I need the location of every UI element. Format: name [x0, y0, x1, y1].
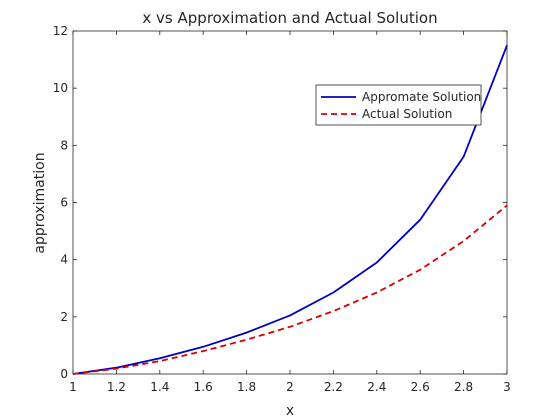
x-axis-label: x	[286, 403, 294, 419]
x-tick-label: 1.2	[107, 380, 126, 394]
legend: Appromate Solution Actual Solution	[315, 84, 482, 126]
plot-frame	[72, 30, 508, 375]
x-tick-label: 2.4	[367, 380, 386, 394]
y-tick-label: 10	[53, 81, 68, 95]
x-tick-label: 2.8	[454, 380, 473, 394]
chart-title: x vs Approximation and Actual Solution	[142, 9, 437, 27]
x-tick-label: 2.6	[411, 380, 430, 394]
y-tick-label: 6	[60, 196, 68, 210]
y-tick-label: 4	[60, 253, 68, 267]
legend-box	[315, 84, 482, 126]
x-tick-label: 1.8	[237, 380, 256, 394]
plot-area	[72, 30, 508, 375]
x-tick-label: 3	[503, 380, 511, 394]
y-tick-label: 8	[60, 138, 68, 152]
y-tick-label: 0	[60, 367, 68, 381]
x-tick-label: 1.4	[150, 380, 169, 394]
legend-label: Actual Solution	[362, 107, 452, 121]
x-tick-label: 1	[69, 380, 77, 394]
y-tick-label: 12	[53, 24, 68, 38]
series-line-actual-solution	[72, 204, 508, 375]
x-tick-label: 2.2	[324, 380, 343, 394]
series-layer	[72, 44, 508, 375]
y-axis-label: approximation	[32, 152, 48, 253]
legend-label: Appromate Solution	[362, 90, 481, 104]
series-line-approximate-solution	[72, 44, 508, 375]
x-tick-label: 2	[286, 380, 294, 394]
y-axis: 0 2 4 6 8 10 12	[53, 24, 507, 381]
x-axis: 1 1.2 1.4 1.6 1.8 2 2.2 2.4 2.6 2.8 3	[69, 31, 511, 394]
x-tick-label: 1.6	[194, 380, 213, 394]
y-tick-label: 2	[60, 310, 68, 324]
